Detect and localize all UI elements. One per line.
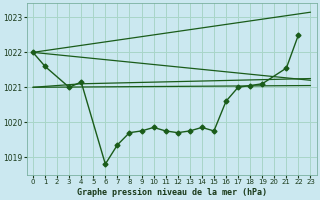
- X-axis label: Graphe pression niveau de la mer (hPa): Graphe pression niveau de la mer (hPa): [77, 188, 267, 197]
